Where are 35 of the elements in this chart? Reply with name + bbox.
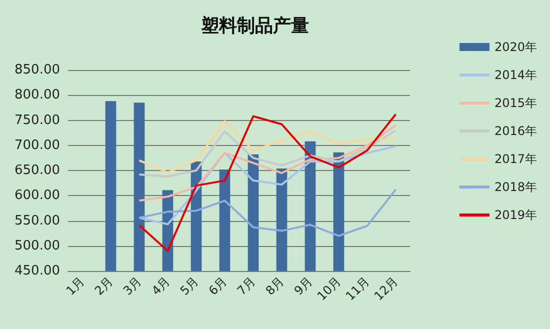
legend-label: 2016年 — [494, 124, 538, 138]
legend-label: 2014年 — [494, 68, 538, 82]
line-series — [138, 124, 397, 202]
x-tick-label: 10月 — [314, 274, 344, 304]
x-tick-label: 12月 — [372, 274, 401, 304]
x-tick-label: 2月 — [92, 274, 116, 298]
x-tick-label: 6月 — [206, 274, 230, 298]
y-tick-label: 700.00 — [14, 138, 60, 153]
x-tick-label: 8月 — [262, 274, 287, 298]
x-tick-label: 11月 — [343, 274, 372, 304]
x-tick-label: 7月 — [234, 274, 258, 298]
legend-label: 2015年 — [494, 96, 538, 110]
line-series — [138, 188, 397, 237]
y-tick-label: 850.00 — [14, 62, 60, 78]
line-series — [138, 120, 397, 174]
y-tick-label: 500.00 — [14, 238, 60, 254]
legend-label: 2017年 — [494, 152, 538, 166]
line-series — [138, 129, 397, 178]
x-tick-label: 5月 — [177, 274, 202, 298]
x-tick-label: 1月 — [63, 274, 88, 298]
y-tick-label: 800.00 — [14, 88, 60, 103]
legend-label: 2018年 — [494, 180, 538, 194]
line-series — [138, 145, 397, 226]
chart-title: 塑料制品产量 — [200, 16, 309, 36]
y-tick-label: 550.00 — [14, 213, 60, 228]
x-tick-label: 3月 — [120, 274, 144, 298]
legend-label: 2020年 — [494, 40, 538, 54]
x-tick-label: 9月 — [291, 274, 316, 298]
line-series — [138, 113, 397, 252]
y-tick-label: 450.00 — [14, 264, 60, 278]
y-tick-label: 600.00 — [14, 188, 60, 204]
y-tick-label: 750.00 — [14, 112, 60, 128]
legend-label: 2019年 — [494, 208, 538, 222]
x-tick-label: 4月 — [148, 274, 173, 298]
y-tick-label: 650.00 — [14, 163, 60, 178]
